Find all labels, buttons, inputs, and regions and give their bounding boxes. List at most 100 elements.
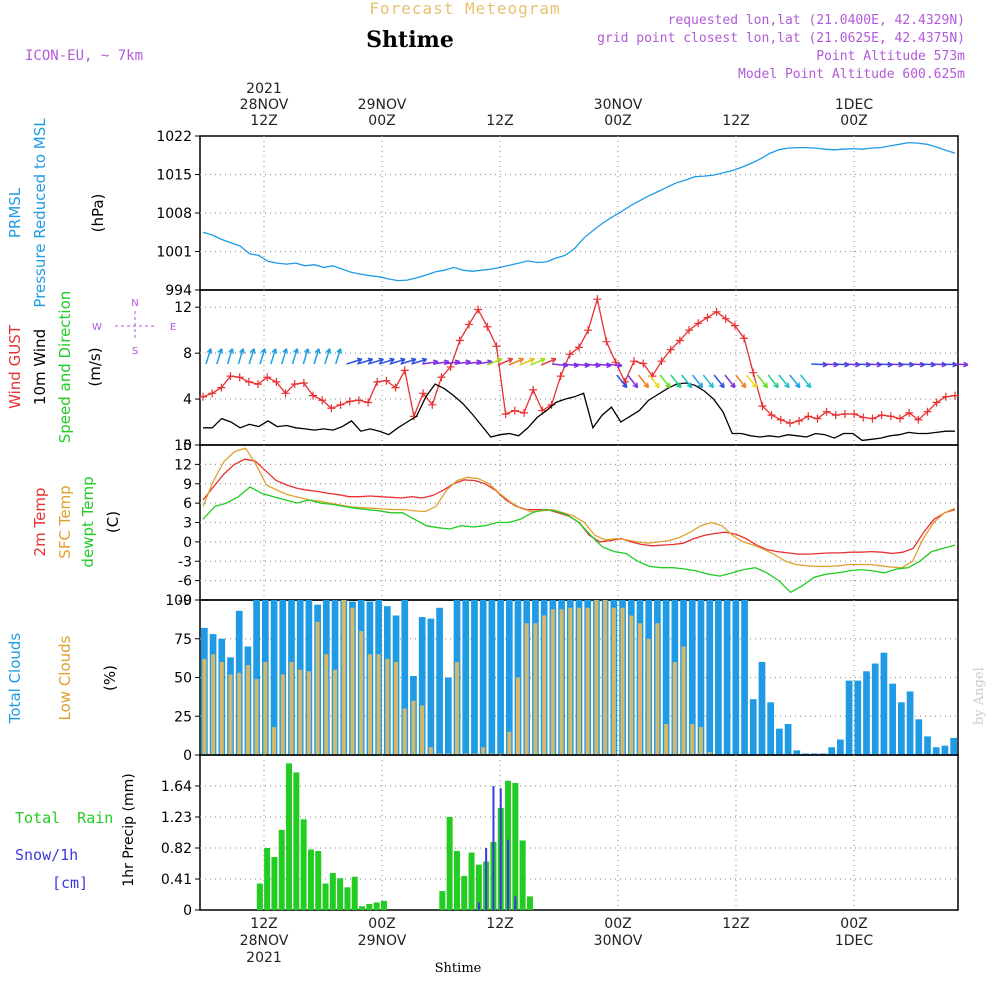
panel-wind: 0 4 8 12 Wind GUST 10m Wind Speed and Directio… <box>6 289 969 454</box>
wind-arrowhead <box>249 348 256 354</box>
gust-marker <box>630 357 639 366</box>
cloud-bar-low <box>202 658 207 755</box>
cloud-bar-low <box>324 654 329 755</box>
wind-arrow <box>789 374 801 388</box>
wind-arrow <box>389 358 406 365</box>
y-tick-label: 75 <box>174 632 192 648</box>
rain-bar <box>344 887 351 910</box>
wind-arrow <box>595 363 612 367</box>
cloud-bar-total <box>471 600 478 755</box>
gust-marker <box>235 373 244 382</box>
gust-marker <box>263 373 272 382</box>
cloud-bar-low <box>620 607 625 755</box>
wind-arrow <box>670 374 682 388</box>
panel-frame <box>199 754 959 911</box>
wind-arrow <box>280 348 288 365</box>
cloud-bar-low <box>420 705 425 755</box>
wind-arrow <box>605 363 623 367</box>
wind-arrow <box>313 348 320 365</box>
rain-bar <box>278 829 285 910</box>
bottom-tick-label: 28NOV <box>240 933 289 949</box>
info-line: Point Altitude 573m <box>816 49 965 64</box>
cloud-bar-low <box>385 658 390 755</box>
bottom-tick-label: 2021 <box>246 950 282 966</box>
cloud-bar-low <box>211 654 216 755</box>
top-tick-label: 12Z <box>486 113 513 129</box>
cloud-bar-low <box>237 672 242 755</box>
gust-marker <box>923 407 932 416</box>
cloud-bar-low <box>306 671 311 755</box>
rain-bar <box>293 772 300 910</box>
cloud-bar-total <box>401 600 409 755</box>
gust-marker <box>208 389 217 398</box>
cloud-bar-total <box>444 677 452 755</box>
y-tick-label: 25 <box>174 709 192 725</box>
cloud-bar-total <box>819 753 827 755</box>
cloud-bar-total <box>706 600 714 755</box>
snow-bar <box>499 788 502 910</box>
series-line <box>202 486 956 594</box>
cloud-bar-total <box>497 600 504 755</box>
cloud-bar-low <box>690 724 695 755</box>
wind-arrow <box>226 348 234 365</box>
wind-arrow <box>476 360 493 365</box>
rain-bar <box>322 883 329 910</box>
cloud-bar-total <box>828 747 836 755</box>
gust-marker <box>813 414 822 423</box>
gust-marker <box>309 391 318 400</box>
rain-bar <box>286 763 293 910</box>
cloud-bar-low <box>559 609 564 755</box>
wind-arrowhead <box>686 382 693 389</box>
wind-arrowhead <box>389 357 395 364</box>
wind-arrowhead <box>621 382 628 389</box>
gust-marker <box>199 392 207 401</box>
wind-arrow <box>627 374 639 388</box>
cloud-bar-total <box>915 719 923 755</box>
wind-arrow <box>659 374 671 388</box>
cloud-bar-low <box>367 654 372 755</box>
y-tick-label: 50 <box>174 671 192 687</box>
wind-arrow <box>237 348 244 365</box>
cloud-bar-total <box>793 750 801 755</box>
wind-arrowhead <box>325 348 332 354</box>
compass-w: W <box>92 322 102 333</box>
axis-label: 2m Temp <box>31 488 49 557</box>
gust-marker <box>749 368 758 377</box>
cloud-bar-low <box>333 669 338 755</box>
wind-arrow <box>562 363 579 367</box>
rain-bar <box>373 902 380 910</box>
wind-arrow <box>745 374 758 388</box>
gust-marker <box>217 383 226 392</box>
wind-arrow <box>443 360 460 365</box>
wind-arrowhead <box>271 348 278 354</box>
wind-arrow <box>378 358 395 365</box>
gust-marker <box>758 401 767 410</box>
wind-arrowhead <box>805 382 812 389</box>
rain-bar <box>519 840 526 910</box>
gust-marker <box>602 337 611 346</box>
y-tick-label: 0 <box>183 748 192 764</box>
wind-arrow <box>637 374 649 388</box>
cloud-bar-low <box>498 753 503 755</box>
y-tick-label: 15 <box>174 438 192 454</box>
wind-arrow <box>724 374 736 388</box>
cloud-bar-low <box>402 708 407 755</box>
y-tick-label: 994 <box>165 283 192 299</box>
legend-label: Snow/1h <box>15 846 78 864</box>
y-tick-label: 9 <box>183 477 192 493</box>
cloud-bar-total <box>427 618 435 755</box>
y-tick-label: 6 <box>183 496 192 512</box>
gust-marker <box>364 398 373 407</box>
cloud-bar-total <box>924 736 931 755</box>
axis-label: SFC Temp <box>56 485 74 558</box>
wind-arrow <box>616 374 628 388</box>
wind-arrow <box>800 374 812 388</box>
rain-bar <box>271 857 278 910</box>
wind-arrowhead <box>496 357 503 364</box>
cloud-bar-low <box>228 674 233 755</box>
cloud-bar-low <box>576 607 582 755</box>
rain-bar <box>307 849 314 910</box>
gust-marker <box>354 396 363 405</box>
